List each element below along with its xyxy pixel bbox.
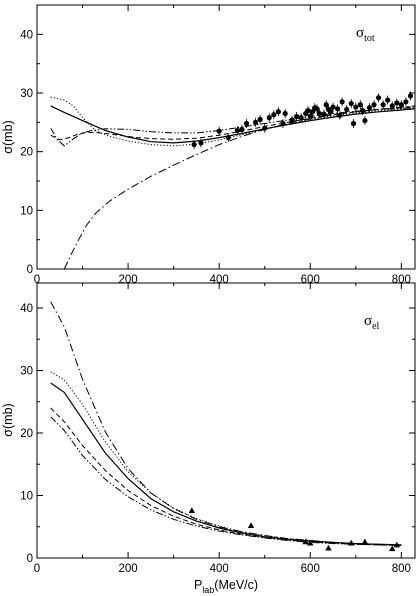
panel-label: σtot: [356, 25, 375, 44]
data-point: [316, 110, 322, 117]
data-point: [266, 115, 272, 121]
model-curve-dashed: [50, 106, 416, 141]
data-point: [350, 120, 357, 127]
y-tick-label: 30: [20, 366, 33, 378]
data-point: [305, 108, 311, 114]
data-point: [337, 112, 343, 118]
data-point: [366, 105, 373, 111]
data-point: [309, 109, 316, 115]
data-point: [325, 544, 332, 551]
model-curve-solid: [50, 382, 402, 546]
data-point: [275, 109, 281, 115]
data-point: [385, 97, 391, 103]
data-point: [293, 113, 300, 120]
y-tick-label: 30: [20, 88, 33, 100]
data-point: [394, 100, 400, 106]
data-point: [361, 538, 369, 545]
x-tick-label: 0: [34, 563, 40, 575]
data-point: [357, 102, 363, 108]
model-curve-dash-dot-dot: [50, 416, 402, 546]
data-point: [239, 126, 245, 132]
y-tick-label: 40: [20, 29, 33, 41]
x-tick-label: 800: [392, 563, 411, 575]
data-point: [375, 95, 382, 101]
y-tick-label: 0: [27, 264, 33, 276]
elastic-cross-section-panel: 0 200 400 600 800 0 10 20 30 40 σ(mb) σel Plab(Me…: [1, 282, 416, 595]
data-point: [262, 125, 268, 131]
data-point: [389, 103, 395, 109]
y-tick-label: 10: [20, 491, 33, 503]
y-axis-label: σ(mb): [1, 403, 15, 436]
x-tick-label: 400: [210, 563, 229, 575]
data-point: [243, 120, 250, 127]
data-point: [298, 115, 304, 121]
data-point: [339, 99, 345, 105]
data-point: [314, 106, 320, 112]
data-point: [307, 539, 314, 546]
data-point: [328, 109, 334, 115]
data-point: [247, 522, 255, 529]
model-curve-dotted: [50, 96, 416, 147]
panel-label-symbol: σ: [356, 25, 364, 41]
x-tick-label: 200: [118, 563, 137, 575]
model-curve-dash-dot-dot: [50, 107, 416, 147]
data-point: [360, 108, 366, 114]
panel-label-symbol: σ: [364, 313, 372, 329]
data-point: [348, 100, 354, 107]
model-curve-dotted: [50, 371, 402, 546]
panel-label-subscript: tot: [364, 33, 375, 44]
model-curve-dash-dot: [63, 105, 416, 270]
panel-label: σel: [364, 313, 380, 332]
y-tick-label: 40: [20, 303, 33, 315]
data-point: [282, 110, 288, 117]
y-tick-label: 10: [20, 205, 33, 217]
x-axis-label-unit: (MeV/c): [214, 578, 258, 592]
data-point: [289, 117, 295, 123]
data-point: [407, 93, 414, 99]
data-point: [389, 545, 396, 552]
data-point: [216, 128, 222, 134]
data-point: [225, 134, 231, 141]
x-tick-label: 600: [301, 563, 320, 575]
y-tick-label: 20: [20, 428, 33, 440]
data-point: [307, 113, 313, 120]
plot-frame: [36, 282, 416, 559]
data-point: [188, 507, 196, 514]
data-point: [234, 127, 240, 134]
x-axis-label-symbol: P: [194, 578, 202, 592]
data-point: [253, 119, 259, 125]
x-axis-label: Plab(MeV/c): [194, 578, 258, 595]
data-point: [353, 104, 359, 110]
data-point: [348, 539, 355, 546]
data-point: [330, 104, 336, 110]
data-point: [271, 112, 277, 118]
data-point: [323, 102, 329, 108]
data-point: [321, 111, 327, 117]
data-point: [403, 99, 409, 105]
model-curve-dash-dot: [50, 301, 402, 546]
data-point: [344, 106, 350, 113]
panel-label-subscript: el: [372, 321, 379, 332]
data-point: [398, 102, 404, 108]
data-point: [393, 541, 400, 548]
plot-frame: [36, 4, 416, 270]
data-point: [371, 102, 377, 108]
y-tick-label: 0: [27, 553, 33, 565]
data-point: [380, 102, 386, 108]
model-curve-dashed: [50, 407, 402, 546]
data-point: [198, 140, 204, 146]
data-point: [334, 106, 341, 112]
y-tick-label: 20: [20, 147, 33, 159]
x-axis-label-subscript: lab: [202, 585, 214, 595]
data-point: [280, 120, 286, 127]
data-point: [302, 538, 309, 545]
data-point: [191, 142, 197, 148]
data-point: [257, 116, 263, 122]
x-tick-label: 0: [34, 274, 40, 286]
data-point: [362, 117, 368, 124]
y-axis-label: σ(mb): [1, 120, 15, 153]
